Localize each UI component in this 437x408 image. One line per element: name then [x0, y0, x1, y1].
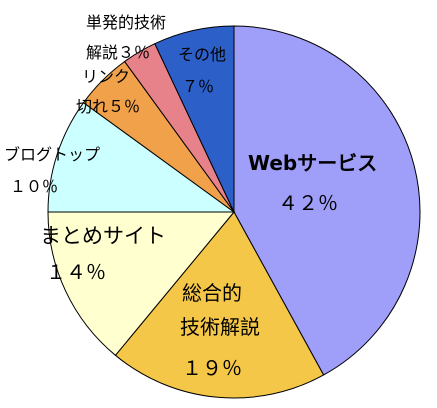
slice-label-blog-top: ブログトップ: [4, 145, 100, 164]
slice-pct-sogo: １９％: [182, 356, 242, 380]
pie-labels: Webサービス ４２％ 総合的 技術解説 １９％ まとめサイト １４％ ブログト…: [4, 13, 377, 380]
slice-label-sogo-line1: 総合的: [182, 281, 242, 305]
slice-label-tanpatsu-line1: 単発的技術: [86, 13, 166, 32]
slice-pct-sonota: ７％: [182, 77, 214, 96]
pie-slice-blog-top: [47, 101, 236, 213]
slice-pct-matome: １４％: [46, 260, 106, 284]
slice-label-link-line2: 切れ５％: [76, 97, 140, 116]
slice-label-matome: まとめサイト: [40, 224, 166, 248]
pie-slice-web-services: [233, 25, 421, 376]
pie-slices: [47, 25, 421, 399]
pie-slice-matome-site: [47, 211, 236, 357]
slice-label-link-line1: リンク: [82, 67, 130, 86]
pie-slice-sonota: [154, 25, 235, 213]
slice-label-web-services: Webサービス: [248, 151, 377, 175]
pie-slice-sogo-gijutsu-kaisetsu: [114, 211, 325, 399]
slice-pct-blog-top: １０％: [10, 177, 58, 196]
slice-label-tanpatsu-line2: 解説３％: [86, 43, 150, 62]
slice-label-sogo-line2: 技術解説: [180, 315, 260, 339]
slice-label-sonota: その他: [178, 45, 226, 64]
slice-pct-web-services: ４２％: [278, 191, 338, 215]
